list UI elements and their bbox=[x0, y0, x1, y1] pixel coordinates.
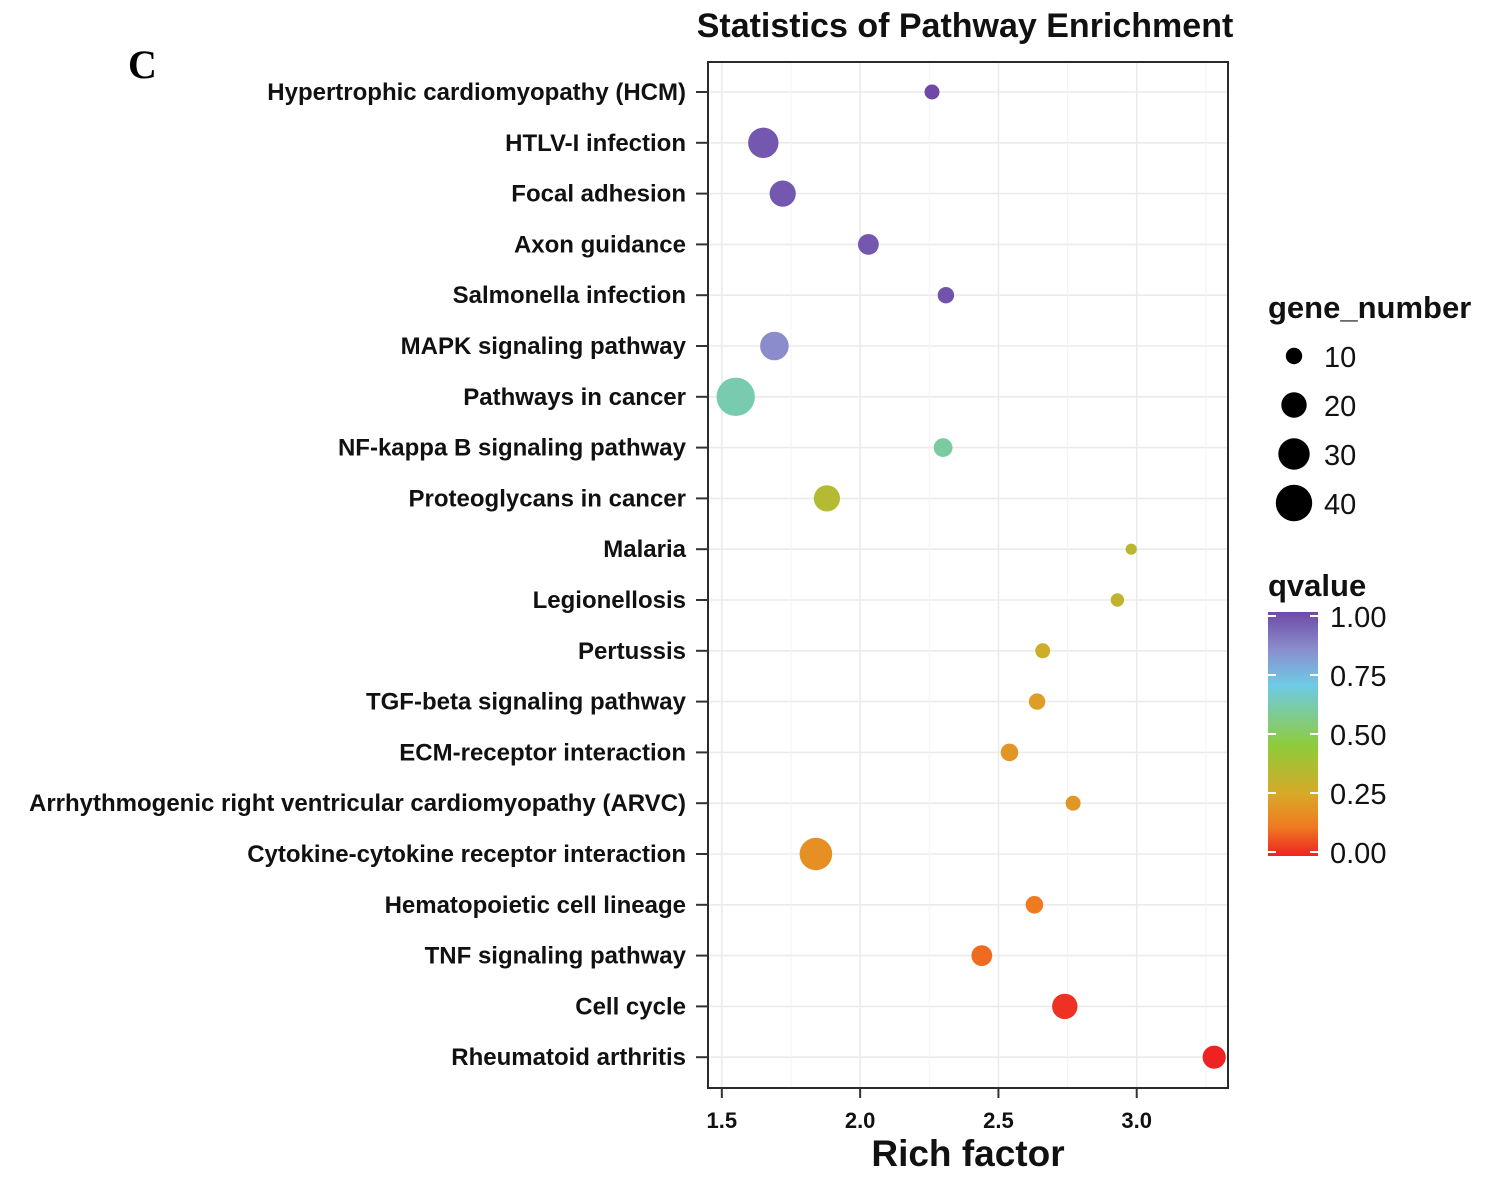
plot-border bbox=[707, 61, 1229, 1089]
y-tick-label: Arrhythmogenic right ventricular cardiom… bbox=[29, 790, 686, 817]
color-legend-label: 0.25 bbox=[1330, 779, 1386, 811]
x-tick-label: 2.0 bbox=[845, 1108, 876, 1133]
color-legend-ticks: 1.00 0.75 0.50 0.25 0.00 bbox=[1268, 602, 1386, 870]
plot-background bbox=[708, 62, 1228, 1088]
size-legend-key bbox=[1278, 438, 1310, 470]
y-tick-label: ECM-receptor interaction bbox=[399, 739, 686, 766]
data-point bbox=[748, 127, 779, 158]
data-point bbox=[813, 485, 841, 512]
data-point bbox=[760, 331, 789, 361]
data-point bbox=[1052, 993, 1078, 1020]
size-legend-label: 40 bbox=[1324, 489, 1356, 521]
color-legend-label: 0.00 bbox=[1330, 838, 1386, 870]
size-legend-key bbox=[1285, 347, 1303, 365]
data-point bbox=[1202, 1045, 1226, 1069]
data-point bbox=[924, 84, 940, 100]
size-legend-label: 10 bbox=[1324, 342, 1356, 374]
data-points bbox=[716, 84, 1226, 1069]
y-tick-label: Pertussis bbox=[578, 638, 686, 665]
y-tick-label: Cytokine-cytokine receptor interaction bbox=[247, 841, 686, 868]
y-tick-label: TNF signaling pathway bbox=[425, 943, 687, 970]
gridlines bbox=[708, 62, 1228, 1088]
x-tick-label: 1.5 bbox=[707, 1108, 738, 1133]
y-tick-label: Malaria bbox=[603, 536, 686, 563]
y-tick-label: Legionellosis bbox=[533, 587, 686, 614]
panel-label: C bbox=[128, 42, 157, 87]
y-tick-label: Axon guidance bbox=[514, 231, 686, 258]
x-axis-label: Rich factor bbox=[871, 1133, 1064, 1174]
y-tick-label: Rheumatoid arthritis bbox=[451, 1044, 686, 1071]
y-tick-label: Pathways in cancer bbox=[463, 384, 686, 411]
y-tick-label: MAPK signaling pathway bbox=[401, 333, 687, 360]
y-tick-label: Proteoglycans in cancer bbox=[409, 485, 686, 512]
y-tick-label: Focal adhesion bbox=[511, 181, 686, 208]
y-tick-label: Hematopoietic cell lineage bbox=[385, 892, 686, 919]
data-point bbox=[858, 234, 879, 255]
color-legend-label: 0.50 bbox=[1330, 720, 1386, 752]
data-point bbox=[1000, 743, 1019, 762]
size-legend-key bbox=[1275, 484, 1313, 522]
size-legend-label: 30 bbox=[1324, 440, 1356, 472]
color-legend-label: 0.75 bbox=[1330, 661, 1386, 693]
chart-title: Statistics of Pathway Enrichment bbox=[697, 7, 1234, 45]
y-tick-label: Cell cycle bbox=[575, 993, 686, 1020]
color-legend-title: qvalue bbox=[1268, 568, 1366, 603]
data-point bbox=[933, 438, 953, 457]
y-tick-label: TGF-beta signaling pathway bbox=[366, 689, 687, 716]
y-tick-label: HTLV-I infection bbox=[505, 130, 686, 157]
data-point bbox=[971, 945, 993, 966]
y-axis-labels: Hypertrophic cardiomyopathy (HCM) HTLV-I … bbox=[29, 79, 708, 1071]
y-tick-label: Salmonella infection bbox=[453, 282, 686, 309]
size-legend-label: 20 bbox=[1324, 391, 1356, 423]
color-legend-label: 1.00 bbox=[1330, 602, 1386, 634]
data-point bbox=[799, 837, 833, 871]
data-point bbox=[769, 180, 796, 207]
data-point bbox=[1110, 593, 1125, 607]
size-legend-key bbox=[1281, 392, 1307, 418]
y-tick-label: Hypertrophic cardiomyopathy (HCM) bbox=[267, 79, 686, 106]
size-legend: 10 20 30 40 bbox=[1275, 342, 1356, 522]
data-point bbox=[1035, 643, 1051, 659]
data-point bbox=[937, 287, 955, 304]
data-point bbox=[1065, 795, 1081, 811]
size-legend-title: gene_number bbox=[1268, 290, 1471, 325]
data-point bbox=[1025, 896, 1044, 914]
y-tick-label: NF-kappa B signaling pathway bbox=[338, 435, 687, 462]
x-tick-label: 3.0 bbox=[1121, 1108, 1152, 1133]
x-tick-label: 2.5 bbox=[983, 1108, 1014, 1133]
color-legend-bar bbox=[1268, 612, 1318, 856]
data-point bbox=[1125, 543, 1137, 555]
data-point bbox=[1028, 693, 1046, 710]
x-axis-ticks: 1.5 2.0 2.5 3.0 bbox=[707, 1088, 1152, 1133]
data-point bbox=[716, 377, 755, 416]
